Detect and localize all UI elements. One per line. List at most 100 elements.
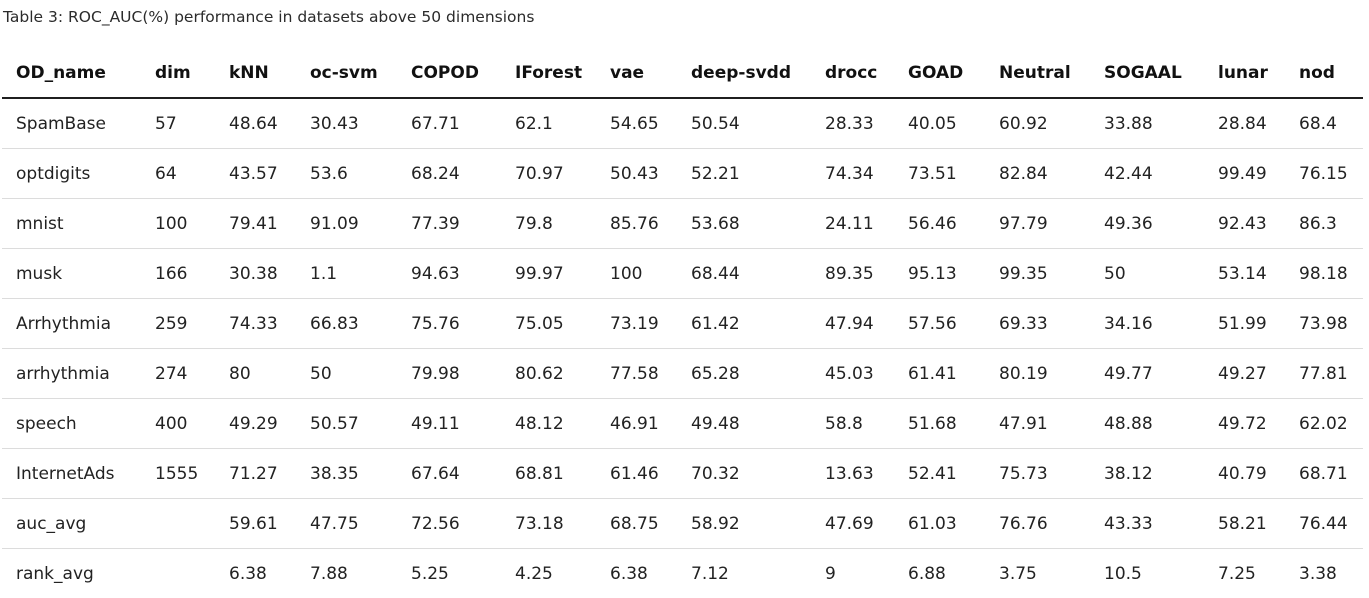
table-row: arrhythmia 274 80 50 79.98 80.62 77.58 65.28 45.… [2,348,1363,399]
row-label-cell: InternetAds [2,448,141,499]
table-row: rank_avg 6.38 7.88 5.25 4.25 6.38 7.12 9 6.88 3.7… [2,549,1363,598]
column-header: COPOD [397,49,501,99]
value-cell: 40.79 [1204,448,1285,499]
value-cell: 68.4 [1285,98,1363,149]
value-cell: 79.98 [397,348,501,399]
row-label-cell: musk [2,248,141,299]
column-header: nod [1285,49,1363,99]
value-cell: 48.88 [1090,398,1204,449]
value-cell: 58.21 [1204,498,1285,549]
value-cell: 91.09 [296,198,397,249]
value-cell: 53.14 [1204,248,1285,299]
value-cell: 77.39 [397,198,501,249]
table-header: OD_name dim kNN oc-svm COPOD IForest vae deep-s… [2,49,1363,99]
value-cell: 69.33 [985,298,1090,349]
value-cell: 48.64 [215,98,296,149]
column-header: Neutral [985,49,1090,99]
table-caption: Table 3: ROC_AUC(%) performance in datas… [3,8,535,26]
results-table: OD_name dim kNN oc-svm COPOD IForest vae deep-s… [2,49,1363,598]
value-cell: 94.63 [397,248,501,299]
value-cell: 75.05 [501,298,596,349]
value-cell: 259 [141,298,215,349]
value-cell: 30.38 [215,248,296,299]
value-cell: 49.36 [1090,198,1204,249]
value-cell: 3.75 [999,563,1037,584]
table-row: musk 166 30.38 1.1 94.63 99.97 100 68.44 89.35 95… [2,248,1363,299]
value-cell: 6.38 [229,563,267,584]
value-cell: 70.97 [501,148,596,199]
value-cell: 56.46 [894,198,985,249]
value-cell: 98.18 [1285,248,1363,299]
row-label-cell: arrhythmia [2,348,141,399]
table-row: SpamBase 57 48.64 30.43 67.71 62.1 54.65 50.54 2… [2,98,1363,149]
value-cell: 6.88 [908,563,946,584]
value-cell: 40.05 [894,98,985,149]
value-cell: 43.33 [1090,498,1204,549]
value-cell: 7.88 [310,563,348,584]
value-cell: 72.56 [397,498,501,549]
value-cell: 62.1 [501,98,596,149]
value-cell: 80.62 [501,348,596,399]
table-row: speech 400 49.29 50.57 49.11 48.12 46.91 49.48 5… [2,398,1363,449]
row-label-cell: rank_avg [16,563,94,584]
value-cell: 99.35 [985,248,1090,299]
table-row: auc_avg 59.61 47.75 72.56 73.18 68.75 58.92 47.… [2,498,1363,549]
value-cell: 68.75 [596,498,677,549]
value-cell: 67.71 [397,98,501,149]
value-cell: 99.97 [501,248,596,299]
value-cell: 68.44 [677,248,811,299]
value-cell: 73.18 [501,498,596,549]
value-cell: 274 [141,348,215,399]
value-cell: 76.15 [1285,148,1363,199]
value-cell: 30.43 [296,98,397,149]
value-cell: 71.27 [215,448,296,499]
value-cell: 67.64 [397,448,501,499]
value-cell: 1555 [141,448,215,499]
value-cell: 49.27 [1204,348,1285,399]
value-cell: 73.19 [596,298,677,349]
value-cell: 47.91 [985,398,1090,449]
row-label-cell: Arrhythmia [2,298,141,349]
value-cell [141,498,215,549]
column-header: IForest [501,49,596,99]
value-cell: 73.98 [1285,298,1363,349]
table-row: Arrhythmia 259 74.33 66.83 75.76 75.05 73.19 61… [2,298,1363,349]
value-cell: 76.44 [1285,498,1363,549]
value-cell: 13.63 [811,448,894,499]
value-cell: 85.76 [596,198,677,249]
value-cell: 74.34 [811,148,894,199]
value-cell: 74.33 [215,298,296,349]
value-cell: 47.75 [296,498,397,549]
column-header: dim [141,49,215,99]
value-cell: 95.13 [894,248,985,299]
value-cell: 28.33 [811,98,894,149]
value-cell: 6.38 [610,563,648,584]
row-label-cell: optdigits [2,148,141,199]
value-cell: 68.24 [397,148,501,199]
row-label-cell: SpamBase [2,98,141,149]
value-cell: 9 [825,563,836,584]
value-cell: 38.35 [296,448,397,499]
column-header: vae [596,49,677,99]
value-cell: 92.43 [1204,198,1285,249]
value-cell: 4.25 [515,563,553,584]
value-cell: 43.57 [215,148,296,199]
value-cell: 49.77 [1090,348,1204,399]
value-cell: 50.57 [296,398,397,449]
value-cell: 64 [141,148,215,199]
value-cell: 58.92 [677,498,811,549]
value-cell: 49.29 [215,398,296,449]
value-cell: 42.44 [1090,148,1204,199]
value-cell: 51.68 [894,398,985,449]
table-row: mnist 100 79.41 91.09 77.39 79.8 85.76 53.68 24.… [2,198,1363,249]
value-cell: 7.25 [1218,563,1256,584]
value-cell: 400 [141,398,215,449]
value-cell: 70.32 [677,448,811,499]
value-cell: 80.19 [985,348,1090,399]
value-cell: 1.1 [296,248,397,299]
value-cell: 75.76 [397,298,501,349]
value-cell: 80 [215,348,296,399]
value-cell: 10.5 [1104,563,1142,584]
value-cell: 46.91 [596,398,677,449]
row-label-cell: mnist [2,198,141,249]
